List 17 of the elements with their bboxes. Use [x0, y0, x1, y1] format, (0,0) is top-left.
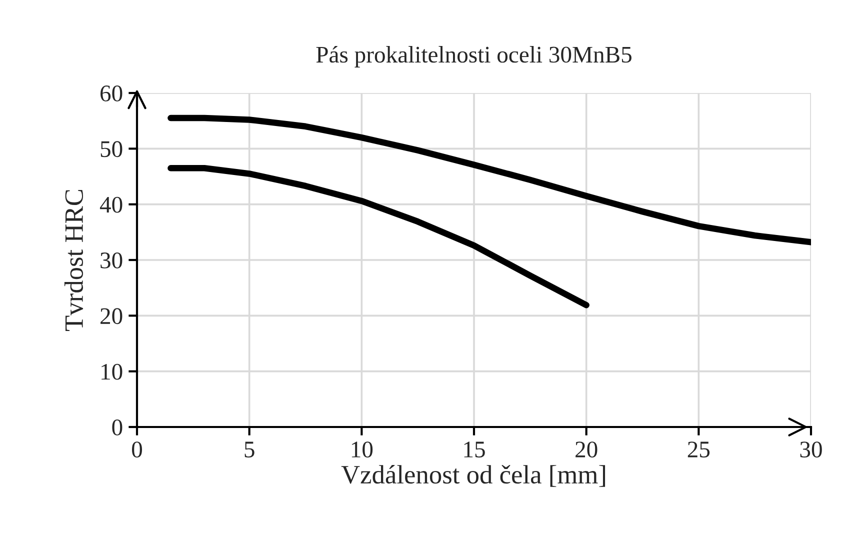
y-tick-label: 20 [100, 308, 122, 324]
x-tick-label: 30 [800, 442, 822, 458]
y-tick-label: 10 [102, 364, 122, 380]
y-tick-label: 40 [100, 196, 122, 213]
y-tick-label: 50 [100, 141, 122, 158]
x-tick-label: 5 [244, 442, 254, 458]
x-tick-label: 0 [132, 442, 142, 458]
x-tick-label: 25 [688, 442, 710, 458]
x-tick-label: 10 [352, 442, 373, 458]
chart-title: Pás prokalitelnosti oceli 30MnB5 [316, 46, 632, 68]
y-tick-label: 60 [100, 85, 122, 102]
x-axis-title: Vzdálenost od čela [mm] [341, 465, 606, 487]
x-tick-label: 20 [576, 442, 598, 458]
y-axis-title: Tvrdost HRC [64, 190, 84, 331]
y-tick-label: 30 [100, 252, 122, 268]
x-tick-label: 15 [464, 442, 485, 458]
y-tick-label: 0 [112, 419, 122, 436]
